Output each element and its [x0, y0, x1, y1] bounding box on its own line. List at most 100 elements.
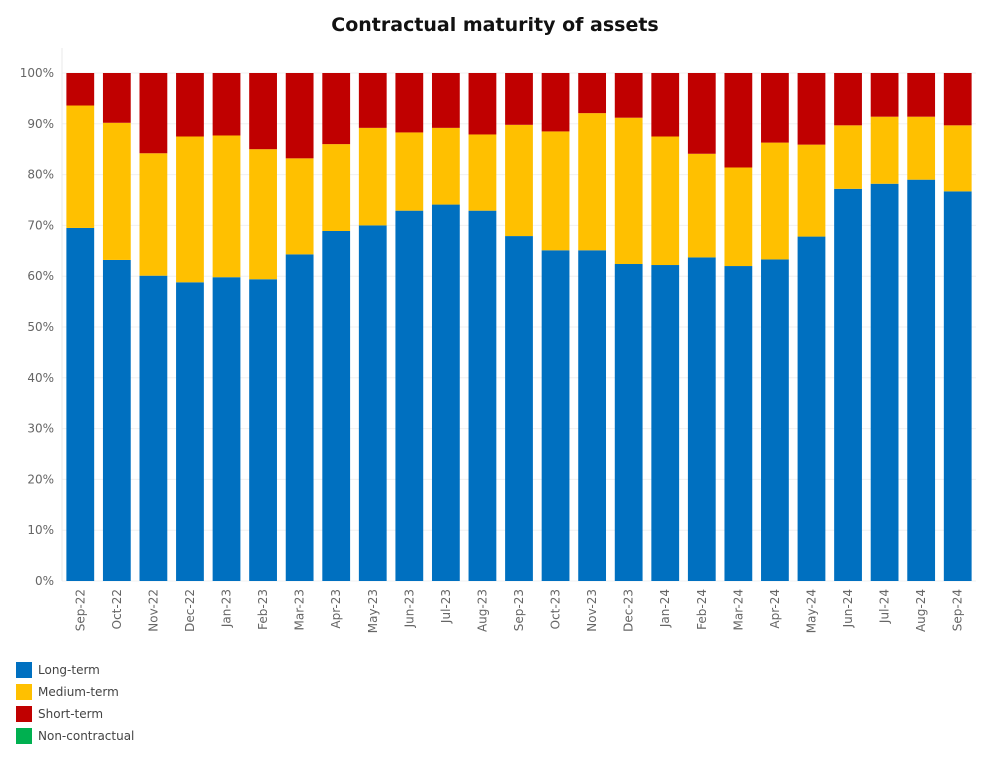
bar-long-term — [761, 259, 789, 581]
x-tick-label: Jan-23 — [220, 589, 234, 628]
bar-short-term — [431, 73, 460, 128]
x-tick-label: May-24 — [804, 589, 818, 633]
y-tick-label: 30% — [27, 422, 54, 436]
x-tick-label: Oct-23 — [549, 589, 563, 629]
bar-short-term — [797, 73, 826, 145]
bar-short-term — [505, 73, 533, 125]
bar-long-term — [687, 257, 716, 581]
bar-short-term — [358, 73, 387, 128]
legend-item: Non-contractual — [16, 725, 134, 747]
bar-short-term — [578, 73, 607, 114]
bar-short-term — [395, 73, 424, 133]
bar-medium-term — [505, 124, 533, 237]
bar-short-term — [724, 73, 753, 168]
bar-long-term — [651, 265, 680, 581]
bar-medium-term — [797, 144, 826, 237]
legend-swatch — [16, 662, 32, 678]
y-tick-label: 70% — [27, 218, 54, 232]
bar-short-term — [761, 73, 789, 143]
bar-short-term — [322, 73, 351, 145]
x-tick-label: Aug-24 — [914, 589, 928, 632]
legend: Long-term Medium-term Short-term Non-contra… — [16, 659, 134, 747]
bar-short-term — [943, 73, 972, 126]
y-tick-label: 50% — [27, 320, 54, 334]
x-tick-label: Aug-23 — [475, 589, 489, 632]
x-tick-label: Jul-23 — [439, 589, 453, 624]
bar-medium-term — [614, 117, 643, 265]
bar-medium-term — [139, 153, 168, 276]
x-tick-label: Sep-23 — [512, 589, 526, 631]
legend-label: Long-term — [38, 663, 100, 677]
bar-medium-term — [578, 113, 607, 251]
bar-long-term — [578, 250, 607, 582]
bar-medium-term — [870, 116, 899, 184]
legend-label: Medium-term — [38, 685, 119, 699]
bar-long-term — [870, 183, 899, 581]
y-tick-label: 10% — [27, 523, 54, 537]
bar-short-term — [614, 73, 643, 118]
legend-swatch — [16, 684, 32, 700]
bar-short-term — [139, 73, 168, 154]
bar-short-term — [66, 73, 95, 106]
bar-medium-term — [285, 158, 314, 255]
bar-short-term — [212, 73, 241, 136]
bar-long-term — [322, 230, 351, 581]
bar-medium-term — [687, 153, 716, 258]
x-tick-label: Feb-23 — [256, 589, 270, 630]
bar-long-term — [212, 277, 241, 581]
bar-short-term — [651, 73, 680, 137]
bar-medium-term — [212, 135, 241, 278]
y-axis: 0% 10% 20% 30% 40% 50% 60% 70% 80% 90% 100% — [20, 66, 54, 588]
bar-medium-term — [176, 136, 204, 283]
x-tick-label: Dec-22 — [183, 589, 197, 632]
y-tick-label: 60% — [27, 269, 54, 283]
legend-swatch — [16, 706, 32, 722]
bar-short-term — [834, 73, 862, 126]
x-tick-label: Nov-23 — [585, 589, 599, 632]
x-tick-label: Sep-24 — [951, 589, 965, 631]
bar-short-term — [468, 73, 497, 135]
x-tick-label: Jun-24 — [841, 589, 855, 628]
bar-layer — [66, 73, 972, 582]
bar-short-term — [102, 73, 131, 123]
bar-medium-term — [943, 125, 972, 192]
chart-svg: 0% 10% 20% 30% 40% 50% 60% 70% 80% 90% 100% Sep-22… — [20, 48, 976, 633]
legend-item: Medium-term — [16, 681, 134, 703]
bar-long-term — [468, 210, 497, 581]
y-tick-label: 90% — [27, 117, 54, 131]
x-tick-label: Jul-24 — [878, 589, 892, 624]
bar-medium-term — [834, 125, 862, 189]
bar-medium-term — [651, 136, 680, 266]
y-tick-label: 20% — [27, 472, 54, 486]
bar-long-term — [431, 204, 460, 581]
bar-long-term — [907, 179, 936, 581]
x-tick-label: Apr-24 — [768, 589, 782, 629]
bar-long-term — [797, 236, 826, 582]
x-tick-label: Nov-22 — [146, 589, 160, 632]
x-tick-label: Mar-23 — [293, 589, 307, 630]
bar-short-term — [176, 73, 204, 137]
bar-long-term — [505, 236, 533, 581]
x-tick-label: Apr-23 — [329, 589, 343, 629]
bar-medium-term — [66, 105, 95, 228]
bar-long-term — [614, 264, 643, 581]
legend-label: Non-contractual — [38, 729, 135, 743]
bar-medium-term — [322, 144, 351, 231]
bar-long-term — [285, 254, 314, 581]
bar-medium-term — [395, 132, 424, 211]
x-tick-label: Dec-23 — [622, 589, 636, 632]
legend-item: Long-term — [16, 659, 134, 681]
bar-long-term — [943, 191, 972, 581]
bar-long-term — [249, 279, 277, 581]
bar-long-term — [834, 188, 862, 581]
bar-long-term — [395, 210, 424, 581]
bar-medium-term — [468, 134, 497, 211]
x-tick-label: Sep-22 — [73, 589, 87, 631]
bar-short-term — [249, 73, 277, 150]
bar-short-term — [541, 73, 570, 132]
bar-short-term — [870, 73, 899, 117]
bar-medium-term — [102, 122, 131, 260]
x-tick-label: Jun-23 — [402, 589, 416, 628]
bar-medium-term — [249, 149, 277, 280]
